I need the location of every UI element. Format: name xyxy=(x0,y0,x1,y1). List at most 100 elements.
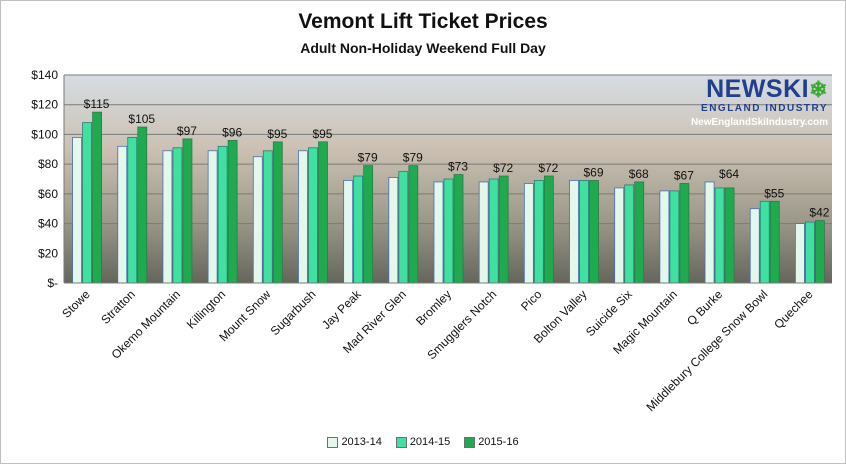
bar xyxy=(624,184,635,284)
x-tick-label: Jay Peak xyxy=(319,287,365,333)
bar xyxy=(217,145,228,284)
legend: 2013-14 2014-15 2015-16 xyxy=(0,436,846,448)
bar xyxy=(92,111,102,284)
data-label: $42 xyxy=(809,206,829,220)
legend-label: 2014-15 xyxy=(409,436,451,448)
x-tick-label: Q Burke xyxy=(684,287,725,328)
y-tick-label: $60 xyxy=(38,187,58,201)
data-label: $96 xyxy=(222,125,242,139)
data-label: $95 xyxy=(312,127,332,141)
y-tick-label: $40 xyxy=(38,217,58,231)
legend-item-2015-16: 2015-16 xyxy=(464,436,519,448)
logo-url: NewEnglandSkiIndustry.com xyxy=(690,117,828,128)
bar xyxy=(137,126,148,284)
legend-swatch-2015-16 xyxy=(464,436,476,448)
x-tick-label: Stratton xyxy=(98,287,138,327)
bar xyxy=(704,181,715,284)
bar xyxy=(589,180,599,284)
legend-label: 2013-14 xyxy=(341,436,382,448)
bar xyxy=(714,187,725,284)
bar xyxy=(398,171,409,284)
y-tick-label: $80 xyxy=(38,157,58,171)
bar xyxy=(227,139,238,284)
bar xyxy=(749,208,760,284)
bar xyxy=(363,165,374,284)
data-label: $73 xyxy=(448,160,468,174)
legend-label: 2015-16 xyxy=(478,436,519,448)
bar xyxy=(815,220,825,284)
bar xyxy=(443,178,454,284)
x-tick-label: Pico xyxy=(518,287,545,314)
legend-item-2014-15: 2014-15 xyxy=(395,436,451,448)
data-label: $105 xyxy=(128,112,155,126)
data-label: $67 xyxy=(674,168,694,182)
bar xyxy=(498,175,509,284)
bar xyxy=(388,177,399,284)
snowflake-icon: ❄ xyxy=(809,77,828,102)
bar xyxy=(127,136,138,284)
bar xyxy=(724,187,735,284)
chart-title: Vemont Lift Ticket Prices xyxy=(298,10,548,33)
bar xyxy=(453,174,464,284)
bar xyxy=(408,165,419,284)
data-label: $79 xyxy=(358,151,378,165)
logo-text: NEWSKI xyxy=(706,75,810,103)
bar xyxy=(172,147,183,284)
y-tick-label: $20 xyxy=(38,246,58,260)
bar xyxy=(795,223,805,284)
bar xyxy=(543,175,554,284)
x-tick-label: Quechee xyxy=(771,287,816,332)
legend-swatch-2014-15 xyxy=(395,436,407,448)
x-tick-label: Sugarbush xyxy=(268,287,319,338)
data-label: $72 xyxy=(538,161,558,175)
bar xyxy=(679,183,690,284)
bar xyxy=(488,178,499,284)
data-label: $69 xyxy=(584,165,604,179)
data-label: $95 xyxy=(267,127,287,141)
bar xyxy=(298,150,308,284)
bar xyxy=(162,150,173,284)
legend-item-2013-14: 2013-14 xyxy=(327,436,382,448)
data-label: $97 xyxy=(177,124,197,138)
bar xyxy=(769,200,780,284)
data-label: $55 xyxy=(764,186,784,200)
bar xyxy=(805,221,815,284)
bar xyxy=(343,180,354,284)
bar xyxy=(523,183,534,284)
bar xyxy=(272,141,283,284)
bar xyxy=(82,122,92,284)
x-tick-label: Bromley xyxy=(413,287,454,328)
data-label: $115 xyxy=(84,97,110,111)
legend-swatch-2013-14 xyxy=(327,436,339,448)
bar xyxy=(308,147,318,284)
bar xyxy=(72,136,82,284)
bar xyxy=(669,190,680,284)
data-label: $72 xyxy=(493,161,513,175)
y-tick-label: $- xyxy=(47,276,58,290)
bar xyxy=(262,150,273,284)
bar xyxy=(634,181,645,284)
bar xyxy=(759,200,770,284)
newski-logo: NEWSKI❄ ENGLAND INDUSTRY NewEnglandSkiIn… xyxy=(691,76,828,131)
bar xyxy=(569,180,579,284)
logo-subtitle: ENGLAND INDUSTRY xyxy=(701,103,828,114)
data-label: $68 xyxy=(629,167,649,181)
bar xyxy=(207,150,218,284)
bar xyxy=(252,156,263,284)
bar xyxy=(614,187,625,284)
y-tick-label: $100 xyxy=(31,127,58,141)
bar xyxy=(478,181,489,284)
y-tick-label: $120 xyxy=(31,98,58,112)
bar xyxy=(182,138,193,284)
bar xyxy=(659,190,670,284)
data-label: $64 xyxy=(719,167,739,181)
chart-subtitle: Adult Non-Holiday Weekend Full Day xyxy=(300,40,546,56)
x-tick-label: Killington xyxy=(184,287,228,331)
bar xyxy=(353,175,364,284)
bar xyxy=(117,145,128,284)
bar xyxy=(579,180,589,284)
bar xyxy=(533,180,544,284)
bar xyxy=(318,141,328,284)
y-tick-label: $140 xyxy=(31,68,58,82)
